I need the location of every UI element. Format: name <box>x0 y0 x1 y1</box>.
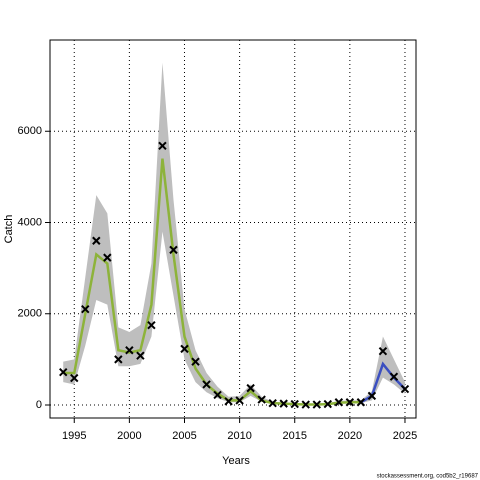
observed-point <box>246 383 255 393</box>
observed-point <box>103 253 112 262</box>
fit-line <box>63 158 361 406</box>
observed-point <box>312 400 321 409</box>
x-axis-label: Years <box>222 455 250 467</box>
observed-point <box>114 355 123 364</box>
x-tick-label: 2005 <box>172 430 196 442</box>
observed-point <box>224 397 233 406</box>
observed-point <box>334 398 344 407</box>
observed-point <box>389 372 399 381</box>
observed-point <box>323 399 333 409</box>
footer: stockassessment.org, cod5b2_r19687 <box>377 474 479 480</box>
observed-point <box>169 245 178 255</box>
x-tick-label: 2020 <box>338 430 362 442</box>
observed-point <box>356 398 366 407</box>
x-tick-label: 2010 <box>227 430 251 442</box>
observed-point <box>235 396 244 405</box>
x-tick-label: 2000 <box>117 430 141 442</box>
observed-point <box>345 398 355 407</box>
observed-point <box>147 320 156 330</box>
observed-point <box>301 400 310 409</box>
confidence-band <box>63 62 405 405</box>
forecast-line <box>360 361 406 404</box>
y-tick-label: 6000 <box>18 125 42 137</box>
observed-point <box>125 346 134 355</box>
observed-point <box>367 391 377 401</box>
observed-point <box>70 373 79 383</box>
observed-point <box>400 384 410 394</box>
observed-point <box>191 357 200 366</box>
observed-point <box>279 399 288 408</box>
observed-point <box>158 141 167 151</box>
observed-point <box>378 346 388 356</box>
observed-point <box>180 344 189 354</box>
observed-point <box>257 395 266 404</box>
observed-point <box>92 236 101 245</box>
y-tick-label: 2000 <box>18 308 42 320</box>
y-tick-label: 4000 <box>18 216 42 228</box>
observed-point <box>59 367 68 377</box>
y-axis-label: Catch <box>3 215 15 244</box>
observed-point <box>213 390 222 400</box>
observed-point <box>81 304 90 314</box>
observed-point <box>202 380 211 389</box>
y-tick-label: 0 <box>36 399 42 411</box>
observed-point <box>268 398 277 408</box>
x-tick-label: 2015 <box>282 430 306 442</box>
plot-frame <box>49 39 417 419</box>
x-tick-label: 2025 <box>393 430 417 442</box>
observed-point <box>290 399 299 409</box>
x-tick-label: 1995 <box>62 430 86 442</box>
observed-point <box>136 351 145 360</box>
